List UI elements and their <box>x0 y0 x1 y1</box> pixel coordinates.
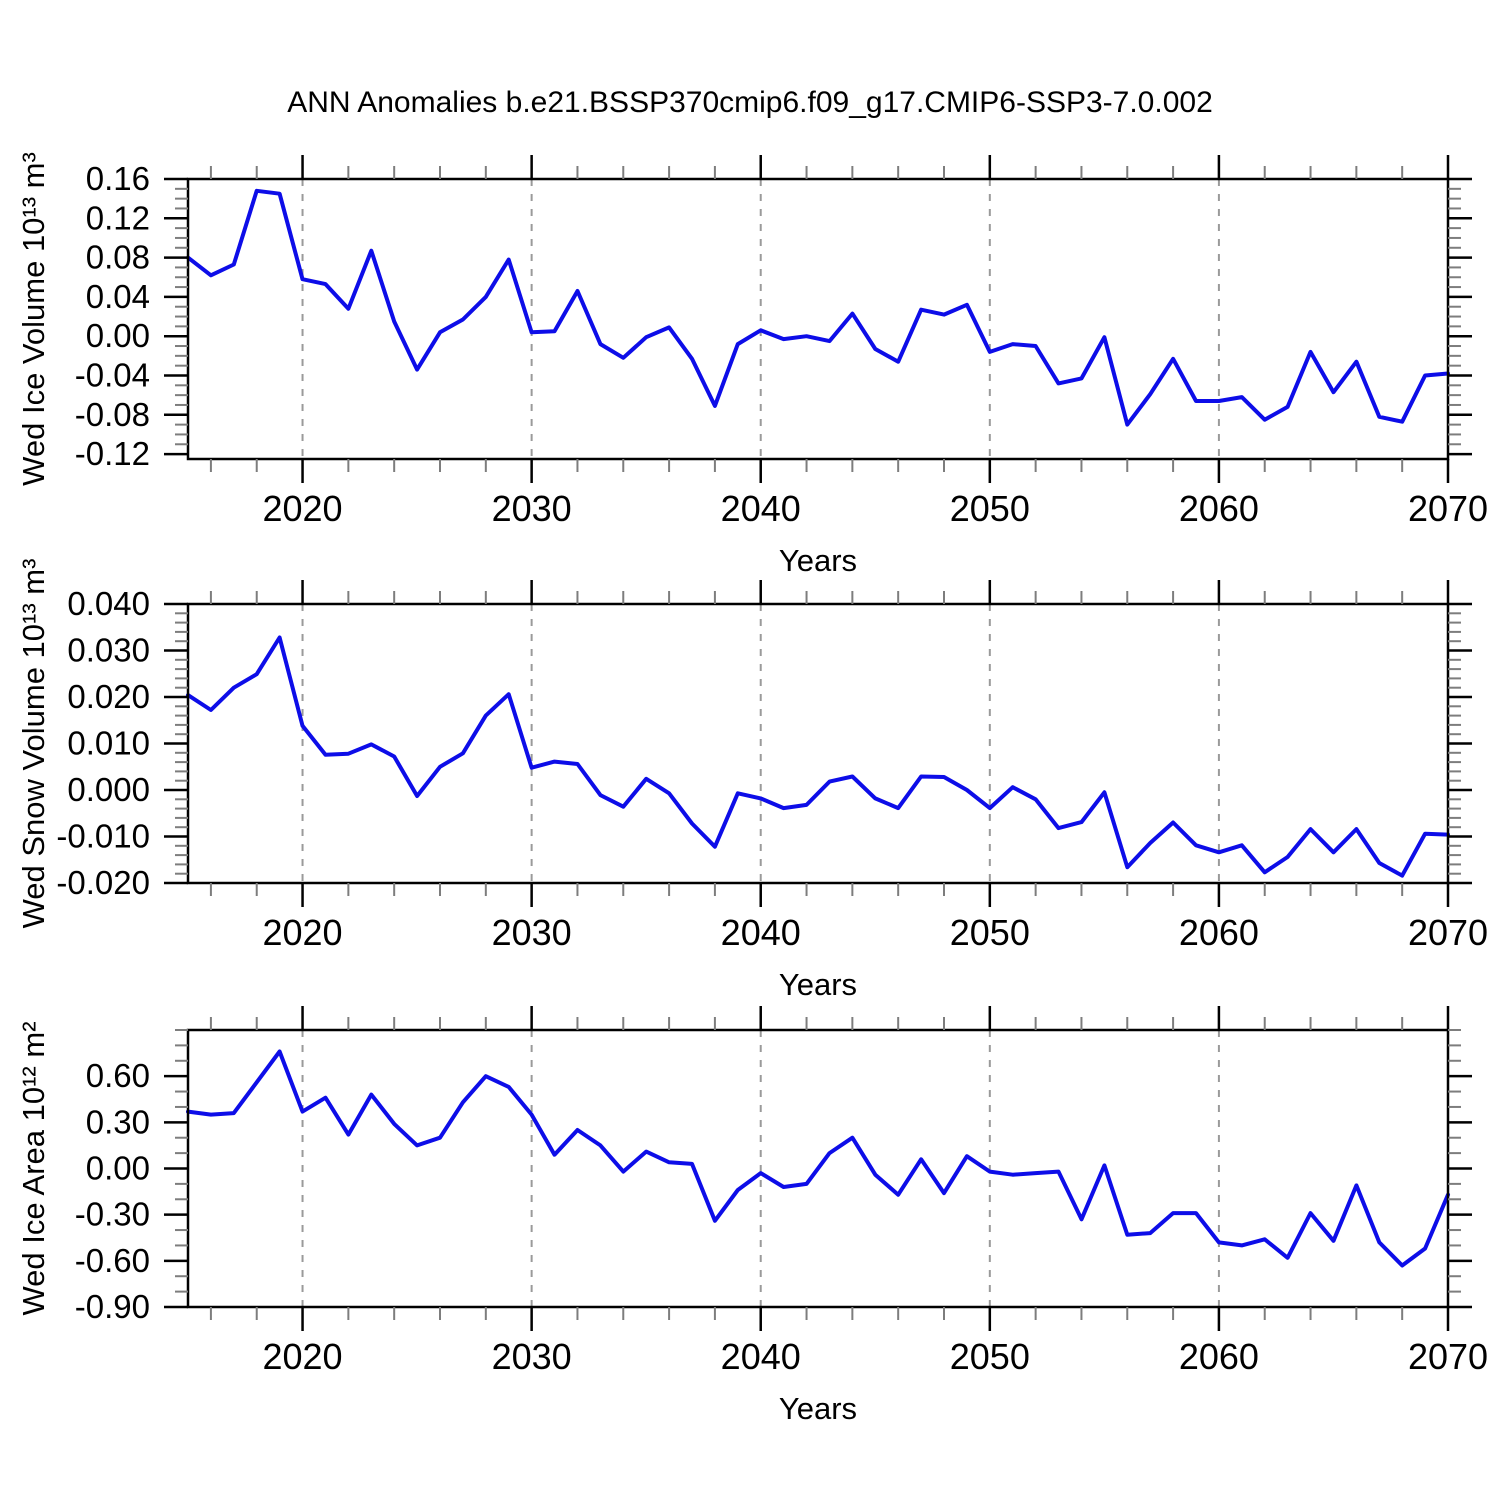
x-tick-label: 2030 <box>492 912 572 953</box>
wed-ice-area-anomaly-line <box>186 1049 1450 1268</box>
y-tick-label: 0.08 <box>86 239 150 276</box>
y-tick-label: 0.00 <box>86 1150 150 1187</box>
y-tick-label: -0.010 <box>56 818 150 855</box>
y-tick-label: -0.04 <box>75 356 150 393</box>
y-tick-label: 0.12 <box>86 199 150 236</box>
plot-frame <box>186 177 1450 461</box>
y-tick-label: -0.020 <box>56 864 150 901</box>
chart-title: ANN Anomalies b.e21.BSSP370cmip6.f09_g17… <box>287 86 1213 119</box>
x-tick-label: 2030 <box>492 1336 572 1377</box>
y-tick-label: 0.030 <box>67 632 150 669</box>
x-tick-label: 2070 <box>1408 912 1488 953</box>
x-tick-label: 2050 <box>950 912 1030 953</box>
y-tick-label: 0.010 <box>67 725 150 762</box>
y-axis-title: Wed Snow Volume 10¹³ m³ <box>16 559 51 929</box>
x-tick-label: 2040 <box>721 912 801 953</box>
y-tick-label: 0.020 <box>67 678 150 715</box>
y-tick-label: 0.60 <box>86 1057 150 1094</box>
x-tick-label: 2050 <box>950 488 1030 529</box>
y-tick-label: -0.90 <box>75 1288 150 1325</box>
x-tick-label: 2020 <box>262 912 342 953</box>
y-axis-title: Wed Ice Area 10¹² m² <box>16 1021 51 1315</box>
y-tick-label: 0.30 <box>86 1103 150 1140</box>
y-tick-label: -0.30 <box>75 1196 150 1233</box>
x-tick-label: 2040 <box>721 1336 801 1377</box>
x-axis-title: Years <box>779 1391 857 1426</box>
y-tick-label: 0.04 <box>86 278 150 315</box>
x-tick-label: 2040 <box>721 488 801 529</box>
y-tick-label: -0.08 <box>75 396 150 433</box>
x-tick-label: 2060 <box>1179 912 1259 953</box>
y-tick-label: -0.60 <box>75 1242 150 1279</box>
plot-frame <box>186 602 1450 885</box>
x-tick-label: 2030 <box>492 488 572 529</box>
x-tick-label: 2020 <box>262 488 342 529</box>
y-tick-label: 0.16 <box>86 160 150 197</box>
x-tick-label: 2070 <box>1408 488 1488 529</box>
x-tick-label: 2050 <box>950 1336 1030 1377</box>
wed-snow-volume-anomaly-line <box>186 635 1450 878</box>
y-tick-label: 0.000 <box>67 771 150 808</box>
x-tick-label: 2020 <box>262 1336 342 1377</box>
x-tick-label: 2060 <box>1179 1336 1259 1377</box>
x-tick-label: 2070 <box>1408 1336 1488 1377</box>
x-axis-title: Years <box>779 543 857 578</box>
y-tick-label: 0.00 <box>86 317 150 354</box>
y-tick-label: -0.12 <box>75 435 150 472</box>
wed-ice-volume-anomaly-line <box>186 188 1450 427</box>
y-axis-title: Wed Ice Volume 10¹³ m³ <box>16 152 51 486</box>
y-tick-label: 0.040 <box>67 585 150 622</box>
x-axis-title: Years <box>779 967 857 1002</box>
x-tick-label: 2060 <box>1179 488 1259 529</box>
